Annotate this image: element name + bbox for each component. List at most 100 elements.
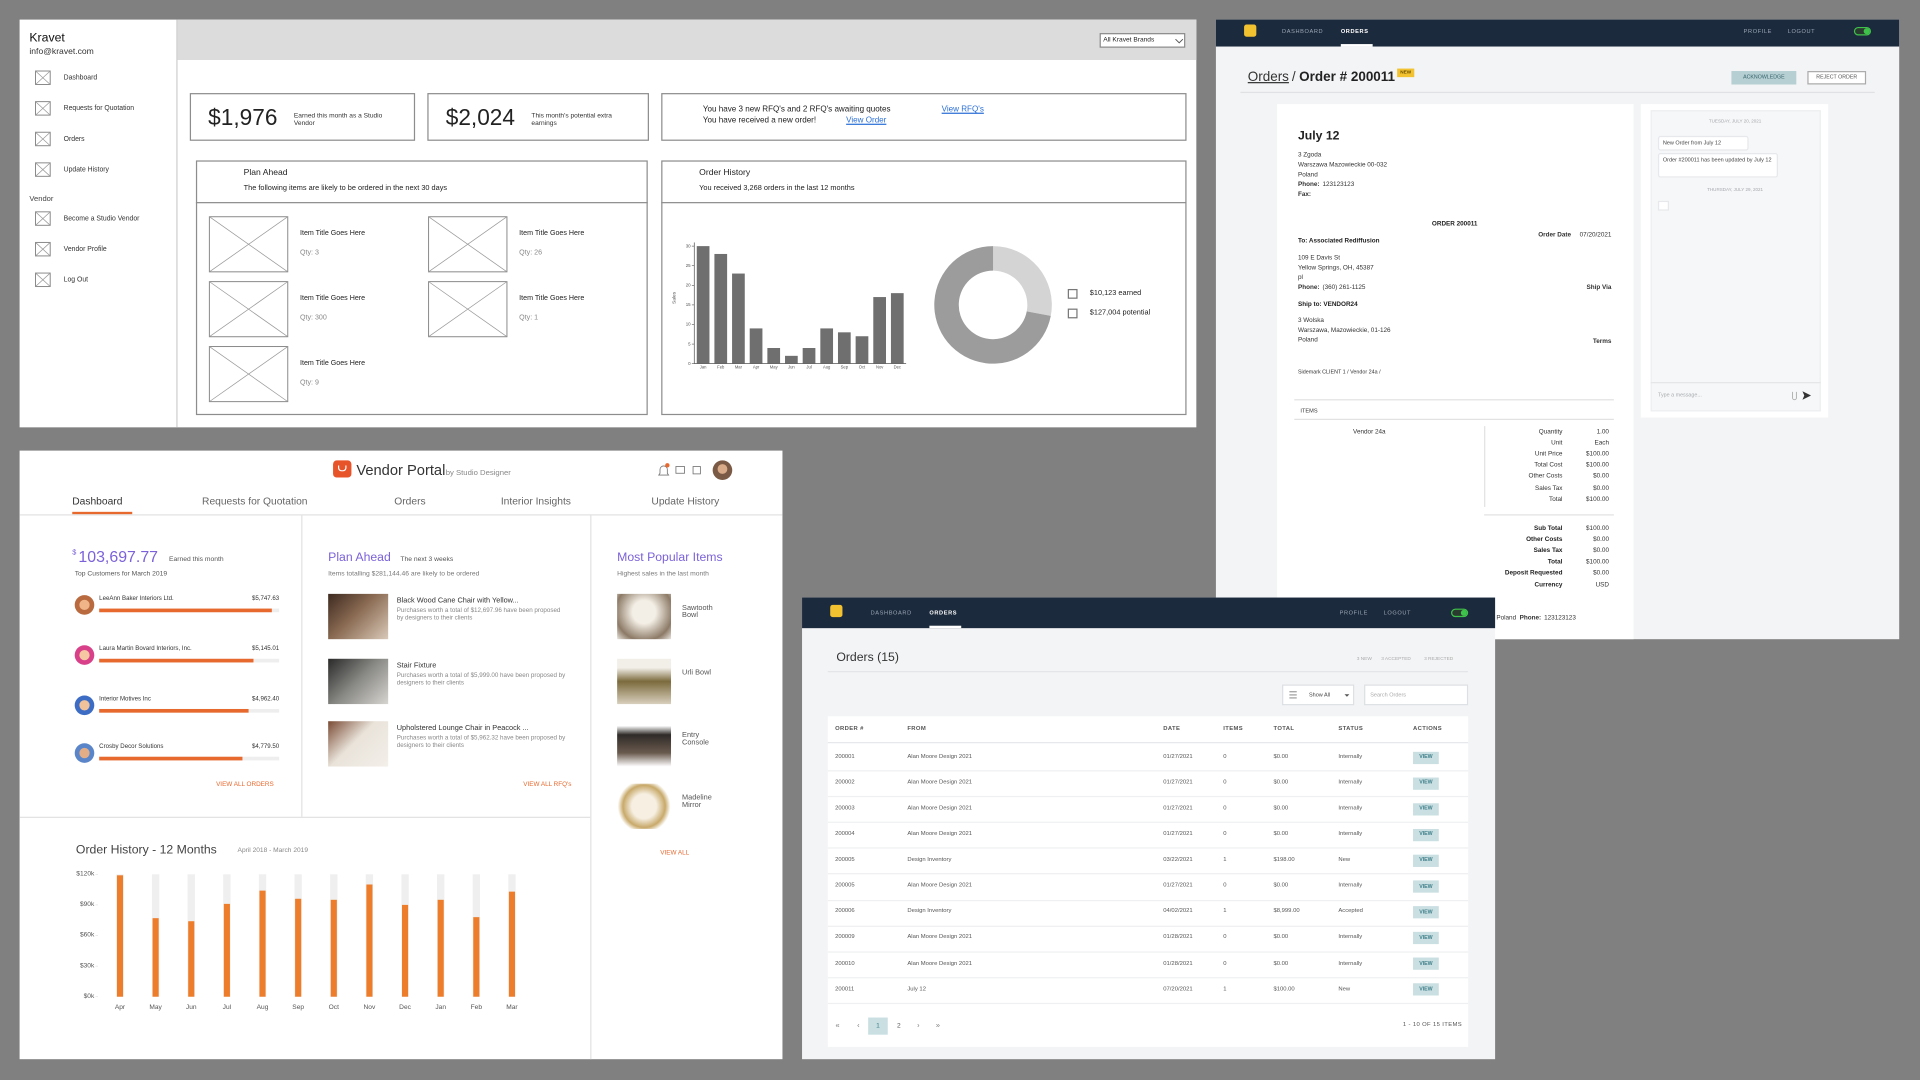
view-button-label: VIEW <box>1419 882 1433 889</box>
link[interactable]: VIEW ALL <box>660 849 690 858</box>
filter-dropdown[interactable] <box>1282 684 1355 706</box>
page-number[interactable]: 1 <box>876 1022 880 1030</box>
cell: 1 <box>1223 857 1227 864</box>
cell: $0.00 <box>1273 831 1289 838</box>
menu-item[interactable]: Update History <box>63 166 109 174</box>
nav-link[interactable]: LOGOUT <box>1787 27 1816 35</box>
cell: Design Inventory <box>907 857 952 864</box>
customer-bar <box>99 658 254 663</box>
item-text: Purchases worth a total of $5,999.00 hav… <box>396 672 566 687</box>
cell: 01/28/2021 <box>1163 934 1193 941</box>
nav-link[interactable]: PROFILE <box>1743 27 1773 35</box>
menu-item[interactable]: Log Out <box>63 276 89 284</box>
x-tick-label: Sep <box>840 364 849 370</box>
cell: $0.00 <box>1273 753 1289 761</box>
cell: Alan Moore Design 2021 <box>907 934 973 941</box>
cell: 200005 <box>835 857 855 864</box>
breadcrumb-link[interactable]: Orders <box>1247 69 1289 85</box>
reject-button[interactable] <box>1807 71 1867 85</box>
cell: Alan Moore Design 2021 <box>907 831 973 838</box>
search-input[interactable] <box>1364 684 1469 706</box>
x-tick-label: Sep <box>292 1003 305 1012</box>
status-toggle[interactable] <box>1853 26 1872 36</box>
status-toggle[interactable] <box>1451 608 1469 618</box>
pager-last[interactable]: » <box>935 1021 941 1030</box>
nav-link[interactable]: DASHBOARD <box>870 609 912 616</box>
total-label: Sub Total <box>1533 525 1563 533</box>
subtitle: April 2018 - March 2019 <box>237 847 308 856</box>
view-button[interactable] <box>1413 828 1439 841</box>
portal-logo-glyph <box>337 465 347 472</box>
brand-select[interactable] <box>1099 33 1186 48</box>
pager-first[interactable]: « <box>835 1021 840 1030</box>
stat-card <box>189 93 416 141</box>
name: Laura Martin Bovard Interiors, Inc. <box>99 645 192 653</box>
header-divider <box>1240 91 1875 94</box>
nav-link[interactable]: DASHBOARD <box>1282 27 1324 35</box>
view-button[interactable] <box>1413 751 1439 764</box>
total-label: Deposit Requested <box>1504 569 1563 577</box>
cell: Alan Moore Design 2021 <box>907 805 973 812</box>
pager-prev[interactable]: ‹ <box>857 1021 860 1030</box>
tab-active-underline <box>72 511 133 515</box>
cell: Alan Moore Design 2021 <box>907 960 973 967</box>
link[interactable]: View Order <box>846 116 887 126</box>
cell: $8,999.00 <box>1273 908 1300 916</box>
y-tick-label: 5 <box>688 341 691 347</box>
row-divider <box>19 816 591 818</box>
link[interactable]: View RFQ's <box>941 105 984 115</box>
view-button[interactable] <box>1413 880 1439 893</box>
x-tick-label: Jan <box>435 1003 447 1012</box>
nav-link[interactable]: ORDERS <box>1340 27 1369 35</box>
menu-item[interactable]: Dashboard <box>63 74 98 82</box>
link[interactable]: VIEW ALL RFQ's <box>523 781 572 789</box>
customer-bar <box>99 756 243 761</box>
nav-link[interactable]: LOGOUT <box>1383 609 1412 616</box>
view-button[interactable] <box>1413 906 1439 919</box>
page-active <box>868 1017 888 1035</box>
order-title: ORDER 200011 <box>1431 220 1478 228</box>
tab[interactable]: Update History <box>651 494 720 508</box>
x-tick-label: Oct <box>858 364 866 370</box>
link[interactable]: VIEW ALL ORDERS <box>216 781 274 789</box>
to-address: 109 E Davis St <box>1297 254 1340 263</box>
legend-checkbox[interactable] <box>1067 308 1078 319</box>
chat-input-placeholder: Type a message... <box>1657 392 1702 399</box>
order-date-label: Order Date <box>1538 231 1572 239</box>
order-date: 07/20/2021 <box>1579 231 1612 239</box>
chat-message: Order #200011 has been updated by July 1… <box>1662 157 1772 164</box>
cell: $0.00 <box>1273 779 1289 786</box>
legend-checkbox[interactable] <box>1067 288 1078 299</box>
page-number[interactable]: 2 <box>896 1022 901 1030</box>
row-label: Unit Price <box>1534 450 1563 458</box>
view-button[interactable] <box>1413 777 1439 790</box>
view-button[interactable] <box>1413 854 1439 867</box>
from-address: Poland <box>1297 171 1318 179</box>
section: Vendor <box>29 195 54 204</box>
cell: 01/27/2021 <box>1163 779 1193 786</box>
tab[interactable]: Dashboard <box>72 494 123 508</box>
x-tick-label: May <box>769 364 778 370</box>
view-button[interactable] <box>1413 802 1439 816</box>
x-tick-label: Jul <box>806 364 812 370</box>
tab[interactable]: Requests for Quotation <box>202 494 308 508</box>
view-button[interactable] <box>1413 957 1439 971</box>
view-button[interactable] <box>1413 983 1439 996</box>
nav-link[interactable]: ORDERS <box>929 609 958 616</box>
row-divider <box>827 821 1469 824</box>
menu-item[interactable]: Vendor Profile <box>63 245 107 254</box>
nav-link[interactable]: PROFILE <box>1339 609 1368 616</box>
menu-item[interactable]: Orders <box>63 135 85 143</box>
tab[interactable]: Orders <box>394 494 426 508</box>
row-label: Sales Tax <box>1535 484 1563 493</box>
title: Order History - 12 Months <box>75 843 217 857</box>
view-button[interactable] <box>1413 932 1439 945</box>
menu-item[interactable]: Requests for Quotation <box>63 105 135 113</box>
item-text: Purchases worth a total of $5,962.32 hav… <box>396 734 566 750</box>
pager-next[interactable]: › <box>917 1021 920 1030</box>
chat-bubble <box>1657 153 1778 178</box>
acknowledge-button[interactable] <box>1731 71 1797 85</box>
menu-item[interactable]: Become a Studio Vendor <box>63 215 140 223</box>
tab[interactable]: Interior Insights <box>500 494 571 508</box>
